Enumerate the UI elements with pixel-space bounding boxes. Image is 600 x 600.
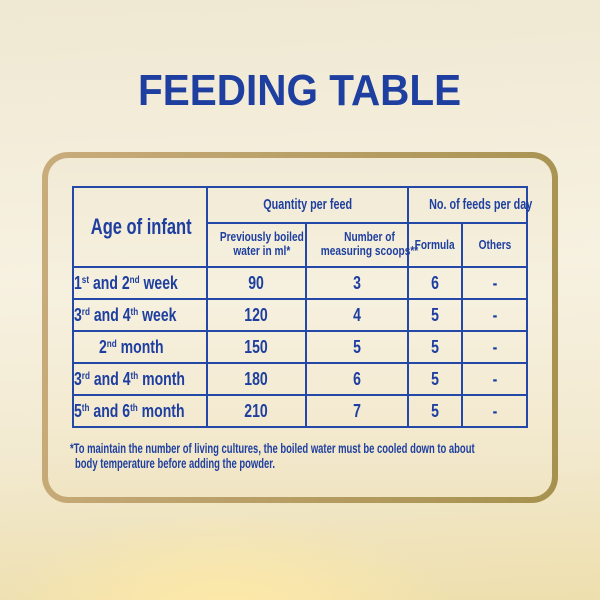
sub-header-1: Previously boiled water in ml* <box>205 222 307 268</box>
page-title-text: FEEDING TABLE <box>138 66 462 116</box>
feeding-table-body: 1st and 2nd week 90 3 6-3rd and 4th week 120… <box>71 266 528 428</box>
sub-header-4: Others <box>461 222 528 268</box>
age-cell: 5th and 6th month <box>71 394 208 428</box>
others-feeds-cell: - <box>461 298 528 332</box>
formula-feeds-cell: 6 <box>407 266 463 300</box>
table-row: 3rd and 4th month 180 6 5- <box>71 362 528 396</box>
age-cell: 1st and 2nd week <box>71 266 208 300</box>
feeding-card-inner: Age of infant Quantity per feed No. of fee… <box>48 158 552 497</box>
group-header-1: Quantity per feed <box>205 186 410 224</box>
others-feeds-cell: - <box>461 266 528 300</box>
page-title: FEEDING TABLE <box>0 67 600 115</box>
others-feeds-cell: - <box>461 362 528 396</box>
footnote-line-2: body temperature before adding the powde… <box>75 456 276 471</box>
table-row: 1st and 2nd week 90 3 6- <box>71 266 528 300</box>
formula-feeds-cell: 5 <box>407 394 463 428</box>
age-cell: 3rd and 4th week <box>71 298 208 332</box>
table-row: 3rd and 4th week 120 4 5- <box>71 298 528 332</box>
feeding-card: Age of infant Quantity per feed No. of fee… <box>42 152 558 503</box>
age-cell: 2nd month <box>71 330 208 364</box>
water-ml-cell: 150 <box>205 330 307 364</box>
table-row: 5th and 6th month 210 7 5- <box>71 394 528 428</box>
scoops-cell: 7 <box>304 394 410 428</box>
sub-header-3: Formula <box>407 222 463 268</box>
formula-feeds-cell: 5 <box>407 362 463 396</box>
water-ml-cell: 120 <box>205 298 307 332</box>
others-feeds-cell: - <box>461 330 528 364</box>
water-ml-cell: 90 <box>205 266 307 300</box>
scoops-cell: 4 <box>304 298 410 332</box>
water-ml-cell: 180 <box>205 362 307 396</box>
water-ml-cell: 210 <box>205 394 307 428</box>
feeding-table-head: Age of infant Quantity per feed No. of fee… <box>71 186 532 268</box>
scoops-cell: 5 <box>304 330 410 364</box>
formula-feeds-cell: 5 <box>407 330 463 364</box>
age-of-infant-header: Age of infant <box>71 186 208 268</box>
footnote: *To maintain the number of living cultur… <box>70 441 552 471</box>
age-cell: 3rd and 4th month <box>71 362 208 396</box>
scoops-cell: 6 <box>304 362 410 396</box>
sub-header-2: Number of measuring scoops** <box>304 222 418 268</box>
scoops-cell: 3 <box>304 266 410 300</box>
others-feeds-cell: - <box>461 394 528 428</box>
table-row: 2nd month 150 5 5- <box>71 330 528 364</box>
group-header-2: No. of feeds per day <box>407 186 532 224</box>
footnote-line-1: *To maintain the number of living cultur… <box>70 441 475 456</box>
formula-feeds-cell: 5 <box>407 298 463 332</box>
feeding-table: Age of infant Quantity per feed No. of fee… <box>71 186 532 428</box>
